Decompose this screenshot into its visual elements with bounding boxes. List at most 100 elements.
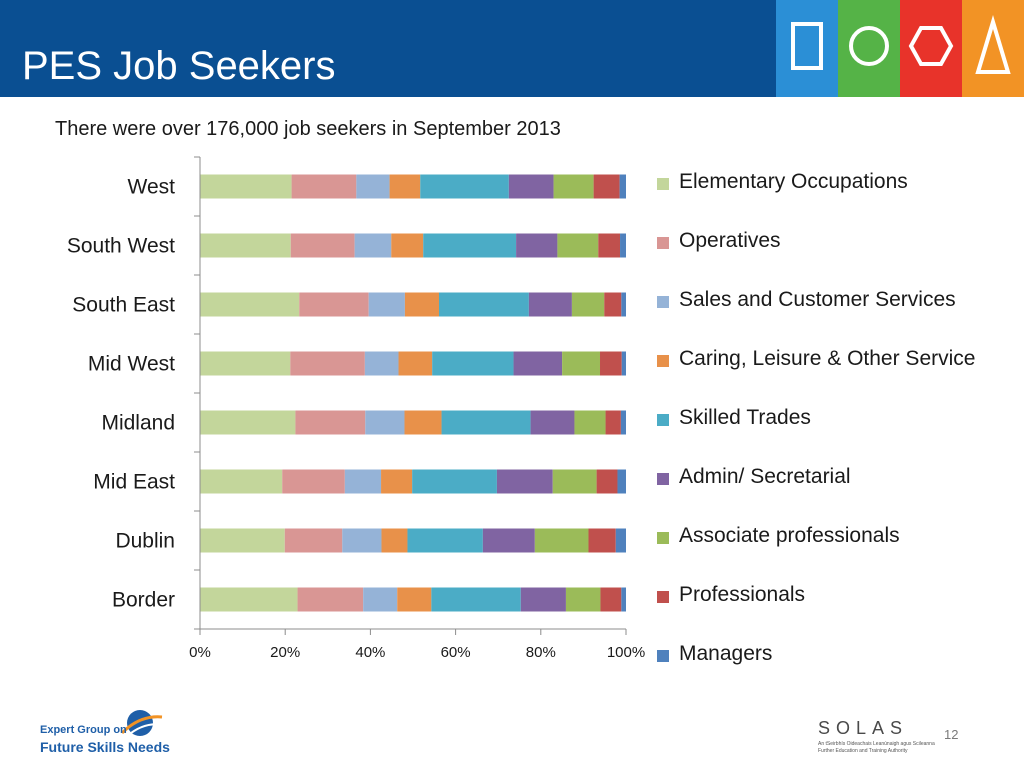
legend-label: Caring, Leisure & Other Service xyxy=(679,347,976,370)
footer-org-line2: Future Skills Needs xyxy=(40,739,170,755)
x-tick-label: 40% xyxy=(355,644,385,661)
bar-segment xyxy=(284,528,343,553)
bar-segment xyxy=(620,233,626,258)
bar-segment xyxy=(200,469,283,494)
bar-segment xyxy=(364,351,399,376)
header-band xyxy=(0,0,776,97)
bar-segment xyxy=(295,410,366,435)
bar-segment xyxy=(398,351,433,376)
bar-segment xyxy=(423,233,517,258)
bar-segment xyxy=(404,292,439,317)
bar-segment xyxy=(562,351,601,376)
bar-segment xyxy=(389,174,421,199)
legend-label: Skilled Trades xyxy=(679,406,811,429)
bar-segment xyxy=(605,410,621,435)
axis-layer xyxy=(194,156,627,635)
bar-segment xyxy=(200,292,300,317)
legend-item: Elementary Occupations xyxy=(657,168,908,196)
bar-segment xyxy=(354,233,392,258)
bar-segment xyxy=(356,174,390,199)
bar-segment xyxy=(596,469,618,494)
solas-tagline-en: Further Education and Training Authority xyxy=(818,748,908,754)
bar-segment xyxy=(290,351,365,376)
legend-label: Professionals xyxy=(679,583,806,606)
bar-segment xyxy=(588,528,616,553)
bar-segment xyxy=(621,587,626,612)
bar-segment xyxy=(365,410,405,435)
bar-segment xyxy=(363,587,398,612)
bar-segment xyxy=(617,469,626,494)
legend-label: Sales and Customer Services xyxy=(679,288,956,311)
bar-segment xyxy=(431,587,521,612)
chart-subtitle: There were over 176,000 job seekers in S… xyxy=(55,118,561,140)
legend-swatch xyxy=(657,295,669,308)
bar-segment xyxy=(552,469,597,494)
bar-segment xyxy=(200,351,291,376)
bar-segment xyxy=(200,587,298,612)
category-label: Mid West xyxy=(88,353,175,376)
bar-segment xyxy=(290,233,355,258)
bar-segment xyxy=(420,174,509,199)
footer-org-line1: Expert Group on xyxy=(40,724,127,736)
bars-layer xyxy=(200,174,626,612)
legend-item: Skilled Trades xyxy=(657,404,811,432)
bar-segment xyxy=(404,410,442,435)
bar-segment xyxy=(342,528,382,553)
legend-label: Admin/ Secretarial xyxy=(679,465,851,488)
bar-segment xyxy=(200,233,291,258)
x-tick-label: 80% xyxy=(526,644,556,661)
circle-icon xyxy=(849,26,889,66)
category-label: South East xyxy=(72,294,175,317)
bar-segment xyxy=(534,528,589,553)
bar-segment xyxy=(482,528,535,553)
legend-swatch xyxy=(657,649,669,662)
triangle-icon xyxy=(975,15,1011,74)
bar-segment xyxy=(200,174,292,199)
solas-logo: SOLAS xyxy=(818,718,909,738)
bar-segment xyxy=(432,351,514,376)
bar-segment xyxy=(391,233,424,258)
hexagon-icon xyxy=(908,26,954,66)
legend-item: Managers xyxy=(657,640,772,668)
x-tick-label: 100% xyxy=(607,644,645,661)
category-label: Dublin xyxy=(115,530,175,553)
legend-swatch xyxy=(657,354,669,367)
category-label: Midland xyxy=(101,412,175,435)
bar-segment xyxy=(598,233,621,258)
bar-segment xyxy=(344,469,382,494)
bar-segment xyxy=(571,292,605,317)
legend-swatch xyxy=(657,590,669,603)
bar-segment xyxy=(368,292,405,317)
category-label: Mid East xyxy=(93,471,175,494)
legend-label: Elementary Occupations xyxy=(679,170,908,193)
category-label: South West xyxy=(67,235,175,258)
page-number: 12 xyxy=(944,727,959,742)
bar-segment xyxy=(553,174,594,199)
bar-segment xyxy=(565,587,601,612)
bar-segment xyxy=(530,410,575,435)
bar-segment xyxy=(299,292,369,317)
legend-swatch xyxy=(657,531,669,544)
bar-segment xyxy=(508,174,554,199)
bar-segment xyxy=(600,587,622,612)
triangle-tile xyxy=(962,0,1024,97)
bar-segment xyxy=(200,410,296,435)
bar-segment xyxy=(513,351,563,376)
bar-segment xyxy=(516,233,558,258)
bar-segment xyxy=(528,292,572,317)
bar-segment xyxy=(520,587,566,612)
legend-item: Associate professionals xyxy=(657,522,900,550)
legend-item: Admin/ Secretarial xyxy=(657,463,851,491)
bar-segment xyxy=(620,410,626,435)
rectangle-tile xyxy=(776,0,838,97)
solas-tagline: An tSeirbhís Oideachais Leanúnaigh agus … xyxy=(818,741,935,747)
bar-segment xyxy=(621,292,626,317)
legend-swatch xyxy=(657,413,669,426)
tick-labels: 0% 20% 40% 60% 80% 100% xyxy=(189,644,645,661)
category-label: Border xyxy=(112,589,175,612)
legend-swatch xyxy=(657,177,669,190)
bar-segment xyxy=(397,587,432,612)
page-title: PES Job Seekers xyxy=(22,44,336,88)
bar-segment xyxy=(441,410,531,435)
legend-swatch xyxy=(657,236,669,249)
